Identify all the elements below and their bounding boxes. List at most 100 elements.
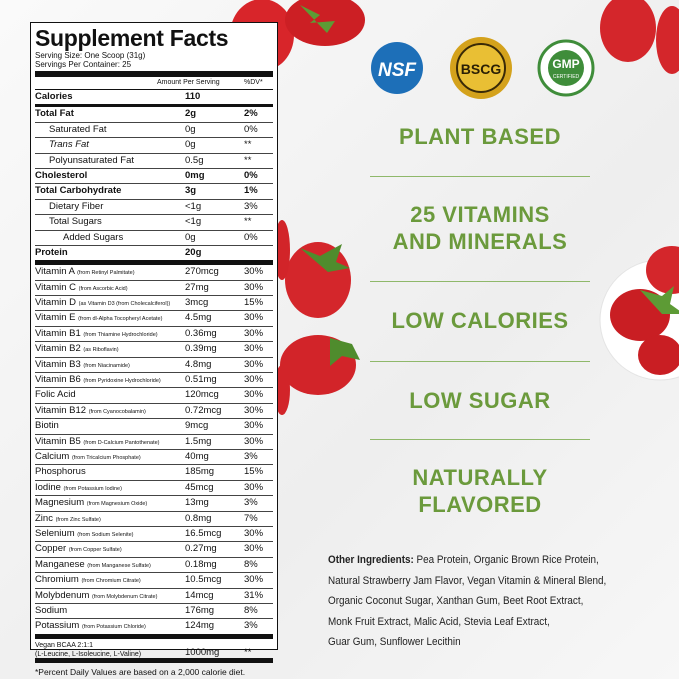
amount: 176mg [185,604,215,616]
amount: 0g [185,139,196,151]
daily-value: 0% [244,231,258,243]
amount: 4.8mg [185,358,212,370]
nutrient-name: Total Sugars [49,216,102,228]
nutrient-source: (as Vitamin D3 (from Cholecalciferol)) [78,301,171,308]
amount: 20g [185,246,202,258]
nutrient-name: Molybdenum [35,589,90,601]
facts-row: Molybdenum (from Molybdenum Citrate) 14mc… [35,589,273,604]
daily-value: 30% [244,374,264,386]
nutrient-name: Vitamin B12 [35,404,87,416]
nutrient-source: (L-Leucine, L-Isoleucine, L-Valine) [35,650,142,658]
facts-row: Calories 110 [35,90,273,108]
nutrient-source: (from Tricalcium Phosphate) [71,454,141,461]
daily-value: 3% [244,450,258,462]
facts-row: Total Fat 2g 2% [35,107,273,123]
daily-value: 7% [244,512,258,524]
facts-row: Cholesterol 0mg 0% [35,169,273,185]
amount: 3g [185,185,197,197]
nutrient-source: (from Thiamine Hydrochloride) [83,331,158,338]
ingredients-label: Other Ingredients: [328,554,414,566]
nsf-label: NSF [378,60,417,81]
daily-value: ** [244,139,252,151]
nutrient-name: Copper [35,543,67,555]
nutrient-source: (from Potassium Iodine) [63,485,122,492]
nsf-badge [371,42,423,94]
facts-row: Zinc (from Zinc Sulfate) 0.8mg 7% [35,512,273,527]
facts-row: Trans Fat 0g ** [35,138,273,154]
divider [370,360,590,362]
facts-row: Vitamin D (as Vitamin D3 (from Cholecalc… [35,296,273,312]
nutrient-name: Manganese [35,558,85,570]
amount: 0.8mg [185,512,212,524]
amount: 185mg [185,466,215,478]
ingredients-line: Pea Protein, Organic Brown Rice Protein, [413,554,599,566]
daily-value: 30% [244,527,264,539]
amount: 0.51mg [185,374,217,386]
amount: 10.5mcg [185,574,222,586]
amount: 13mg [185,497,209,509]
gmp-sub: CERTIFIED [553,74,580,80]
claim-line: FLAVORED [418,492,542,517]
claim: 25 VITAMINS AND MINERALS [360,201,600,255]
nutrient: Vitamin D (as Vitamin D3 (from Cholecalc… [35,297,170,308]
nutrient: Total Sugars [35,216,102,227]
claim-line: 25 VITAMINS [410,202,550,227]
nutrient: Total Fat [35,108,74,119]
nutrient: Dietary Fiber [35,201,103,212]
nutrient-name: Vitamin B5 [35,435,81,447]
claim: LOW CALORIES [360,307,600,334]
daily-value: 30% [244,404,264,416]
header-dv: %DV* [244,79,263,86]
nutrient-source: (from dl-Alpha Tocopheryl Acetate) [78,316,163,323]
facts-row: Iodine (from Potassium Iodine) 45mcg 30% [35,481,273,497]
nutrient-name: Magnesium [35,497,85,509]
nutrient: Copper (from Copper Sulfate) [35,543,122,554]
amount: 0.27mg [185,543,217,555]
nutrient-name: Vitamin B6 [35,374,81,386]
gmp-label: GMP [552,57,579,71]
nutrient: Vitamin B3 (from Niacinamide) [35,359,130,370]
nutrient-name: Folic Acid [35,389,76,401]
facts-row: Vitamin B3 (from Niacinamide) 4.8mg 30% [35,358,273,374]
amount: 0mg [185,169,205,181]
nutrient-source: (from Sodium Selenite) [77,531,134,538]
daily-value: 8% [244,558,258,570]
nutrient-name: Sodium [35,604,68,616]
facts-row: Biotin 9mcg 30% [35,419,273,435]
nutrient-source: (from Manganese Sulfate) [87,562,151,569]
nutrient-source: (from D-Calcium Pantothenate) [83,439,160,446]
nutrient: Saturated Fat [35,124,107,135]
nutrient: Sodium [35,605,67,616]
ingredients-line: Monk Fruit Extract, Malic Acid, Stevia L… [328,615,550,628]
nutrient-source: (from Retinyl Palmitate) [77,270,135,277]
nutrient-name: Potassium [35,620,80,632]
amount: 3mcg [185,297,209,309]
nutrient-name: Saturated Fat [49,123,107,135]
nutrient: Potassium (from Potassium Chloride) [35,620,146,631]
nutrient: Protein [35,247,68,258]
amount: 0.18mg [185,558,217,570]
amount: 45mcg [185,481,214,493]
nutrient-name: Vitamin C [35,281,77,293]
claim-line: AND MINERALS [392,229,568,254]
facts-row: Vitamin C (from Ascorbic Acid) 27mg 30% [35,281,273,297]
amount: 14mcg [185,589,214,601]
nutrient-source: (from Molybdenum Citrate) [92,593,158,600]
nutrient-name: Dietary Fiber [49,200,104,212]
nutrient: Biotin [35,420,59,431]
facts-row: Vitamin B6 (from Pyridoxine Hydrochlorid… [35,373,273,389]
divider [370,281,590,282]
amount: 1000mg [185,646,220,658]
claim-line: LOW CALORIES [391,308,569,333]
daily-value: 3% [244,200,258,212]
header-amount: Amount Per Serving [157,79,220,86]
badges: NSF BSCG GMP CERTIFIED [371,37,595,99]
nutrient: Polyunsaturated Fat [35,155,134,166]
facts-row: Total Carbohydrate 3g 1% [35,184,273,200]
nutrient-name: Selenium [35,527,75,539]
facts-row: Selenium (from Sodium Selenite) 16.5mcg 30… [35,527,273,543]
facts-title: Supplement Facts [35,25,229,51]
daily-value: 0% [244,169,258,181]
nutrient: Vitamin E (from dl-Alpha Tocopheryl Acet… [35,312,162,323]
